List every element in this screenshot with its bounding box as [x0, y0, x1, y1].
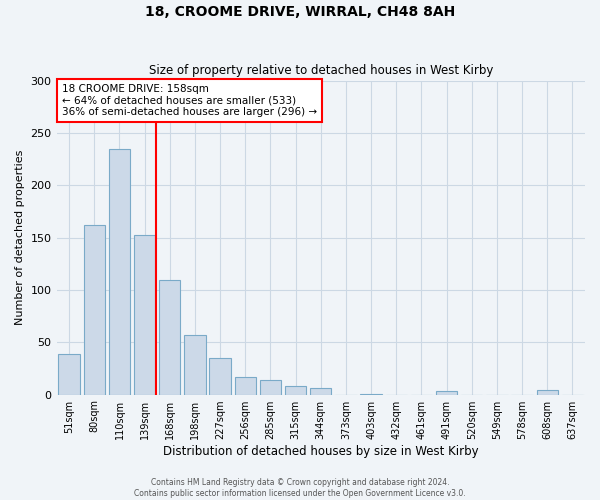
Y-axis label: Number of detached properties: Number of detached properties: [15, 150, 25, 326]
Bar: [285, 386, 307, 394]
Bar: [184, 335, 206, 394]
Bar: [436, 392, 457, 394]
X-axis label: Distribution of detached houses by size in West Kirby: Distribution of detached houses by size …: [163, 444, 479, 458]
Text: 18, CROOME DRIVE, WIRRAL, CH48 8AH: 18, CROOME DRIVE, WIRRAL, CH48 8AH: [145, 5, 455, 19]
Text: Contains HM Land Registry data © Crown copyright and database right 2024.
Contai: Contains HM Land Registry data © Crown c…: [134, 478, 466, 498]
Bar: [235, 377, 256, 394]
Bar: [83, 225, 105, 394]
Bar: [159, 280, 181, 394]
Bar: [58, 354, 80, 395]
Bar: [109, 149, 130, 394]
Bar: [310, 388, 331, 394]
Bar: [536, 390, 558, 394]
Title: Size of property relative to detached houses in West Kirby: Size of property relative to detached ho…: [149, 64, 493, 77]
Bar: [134, 234, 155, 394]
Bar: [260, 380, 281, 394]
Text: 18 CROOME DRIVE: 158sqm
← 64% of detached houses are smaller (533)
36% of semi-d: 18 CROOME DRIVE: 158sqm ← 64% of detache…: [62, 84, 317, 117]
Bar: [209, 358, 231, 395]
